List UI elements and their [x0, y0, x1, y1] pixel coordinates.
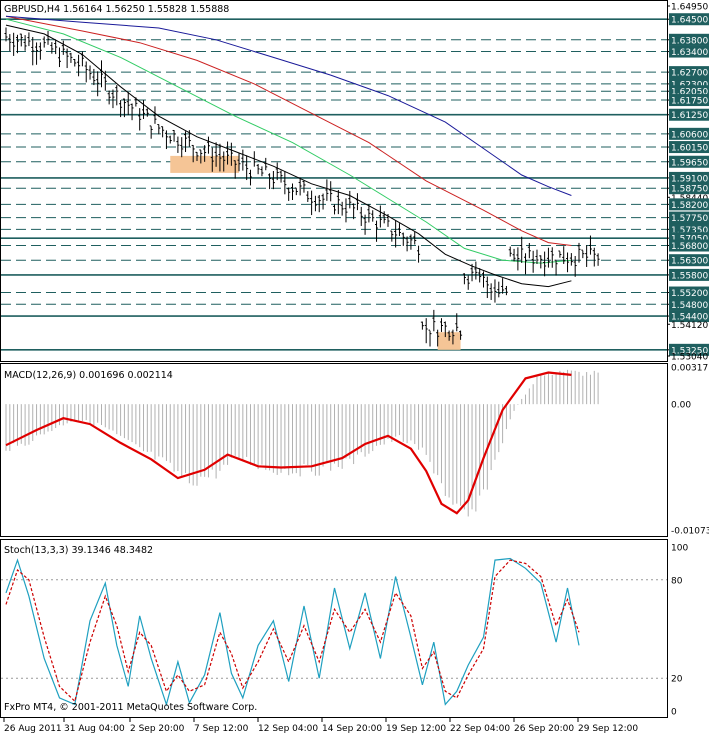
- price-tick-label: 1.64950: [671, 3, 708, 13]
- stoch-title: Stoch(13,3,3) 39.1346 48.3482: [4, 545, 153, 556]
- time-tick-label: 12 Sep 04:00: [258, 724, 318, 734]
- price-tag: [669, 268, 709, 281]
- price-tag: [669, 94, 709, 107]
- price-tag: [669, 108, 709, 121]
- price-tag-label: 1.55800: [671, 271, 708, 281]
- macd-title: MACD(12,26,9) 0.001696 0.002114: [4, 370, 173, 381]
- price-tag-label: 1.62700: [671, 69, 708, 79]
- macd-signal-line: [5, 371, 572, 515]
- time-tick-label: 22 Sep 04:00: [450, 724, 510, 734]
- price-tag: [669, 182, 709, 195]
- time-tick-label: 26 Aug 2011: [4, 724, 62, 734]
- price-tick-label: 1.54120: [671, 321, 708, 331]
- price-tag: [669, 198, 709, 211]
- macd-axis: 0.00317 0.00 -0.01073: [671, 364, 709, 537]
- price-tag-label: 1.63400: [671, 48, 708, 58]
- moving-average-blue: [5, 15, 572, 196]
- price-panel-frame[interactable]: [0, 0, 668, 362]
- moving-average-red: [5, 15, 572, 246]
- highlight-zone: [170, 155, 240, 173]
- price-tag-label: 1.58750: [671, 185, 708, 195]
- stoch-main-line: [5, 557, 580, 707]
- price-tag-label: 1.64500: [671, 16, 708, 26]
- price-tag: [669, 286, 709, 299]
- copyright-text: FxPro MT4, © 2001-2011 MetaQuotes Softwa…: [4, 702, 257, 713]
- price-tag-label: 1.60150: [671, 144, 708, 154]
- price-tag-label: 1.60600: [671, 130, 708, 140]
- price-tag-label: 1.55200: [671, 289, 708, 299]
- macd-histogram: [5, 369, 599, 517]
- time-tick-label: 29 Sep 12:00: [578, 724, 638, 734]
- price-tag: [669, 343, 709, 356]
- price-tag-label: 1.61750: [671, 97, 708, 107]
- price-tag-label: 1.59650: [671, 158, 708, 168]
- stoch-axis: 100 80 20 0: [671, 544, 688, 718]
- price-tag-label: 1.63800: [671, 36, 708, 46]
- price-tag: [669, 171, 709, 184]
- price-tag-label: 1.56300: [671, 257, 708, 267]
- price-tag: [669, 254, 709, 267]
- macd-panel-frame[interactable]: [0, 363, 668, 537]
- moving-average-green: [5, 18, 572, 264]
- price-tag-label: 1.57750: [671, 214, 708, 224]
- price-tag-label: 1.59100: [671, 174, 708, 184]
- price-tag: [669, 298, 709, 311]
- chart-title: GBPUSD,H4 1.56164 1.56250 1.55828 1.5588…: [4, 4, 229, 15]
- macd-tick-label: 0.00317: [671, 364, 708, 374]
- price-tag-label: 1.53250: [671, 346, 708, 356]
- price-tag: [669, 155, 709, 168]
- price-tag-label: 1.57350: [671, 226, 708, 236]
- price-tag-label: 1.58200: [671, 201, 708, 211]
- price-tag: [669, 239, 709, 252]
- price-tag: [669, 45, 709, 58]
- highlight-zones: [170, 155, 461, 350]
- price-tag: [669, 310, 709, 323]
- price-tag: [669, 33, 709, 46]
- time-tick-label: 19 Sep 12:00: [386, 724, 446, 734]
- price-bars: [4, 27, 600, 347]
- moving-averages: [5, 15, 572, 288]
- stoch-signal-line: [5, 559, 580, 703]
- time-tick-label: 2 Sep 20:00: [130, 724, 185, 734]
- time-axis: 26 Aug 2011 31 Aug 04:00 2 Sep 20:00 7 Sep …: [3, 718, 638, 734]
- price-tag: [669, 13, 709, 26]
- price-tag: [669, 66, 709, 79]
- time-tick-label: 14 Sep 20:00: [322, 724, 382, 734]
- price-tag: [669, 127, 709, 140]
- highlight-zone: [437, 332, 461, 350]
- macd-tick-label: -0.01073: [671, 527, 709, 537]
- price-tag: [669, 141, 709, 154]
- stoch-panel-frame[interactable]: [0, 539, 668, 718]
- macd-tick-label: 0.00: [671, 401, 691, 411]
- stoch-lines: [1, 557, 667, 707]
- time-tick-label: 31 Aug 04:00: [64, 724, 125, 734]
- stoch-tick-label: 80: [671, 576, 683, 586]
- price-tag-label: 1.56800: [671, 242, 708, 252]
- price-tag-label: 1.61250: [671, 111, 708, 121]
- price-tag-label: 1.54800: [671, 301, 708, 311]
- price-levels: [1, 18, 667, 351]
- price-tick-label: 1.53040: [671, 353, 708, 363]
- stoch-tick-label: 20: [671, 675, 683, 685]
- stoch-tick-label: 0: [671, 708, 677, 718]
- macd-signal-line: [5, 371, 572, 515]
- time-tick-label: 7 Sep 12:00: [194, 724, 249, 734]
- price-tag: [669, 211, 709, 224]
- time-tick-label: 26 Sep 20:00: [514, 724, 574, 734]
- price-tag-label: 1.62050: [671, 88, 708, 98]
- stoch-tick-label: 100: [671, 544, 688, 554]
- price-axis: 1.649501.645001.638001.634001.627001.623…: [667, 3, 709, 363]
- price-tag-label: 1.54400: [671, 313, 708, 323]
